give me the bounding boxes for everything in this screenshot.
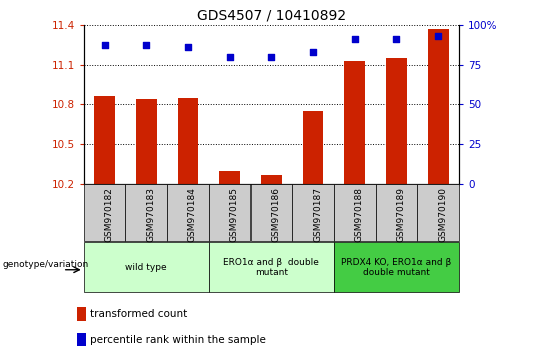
Point [142, 43, 151, 48]
Bar [345, 61, 365, 184]
Bar [84, 242, 209, 292]
Point [309, 49, 318, 55]
Text: percentile rank within the sample: percentile rank within the sample [90, 335, 266, 344]
Bar [428, 29, 449, 184]
Bar [178, 98, 198, 184]
Text: PRDX4 KO, ERO1α and β
double mutant: PRDX4 KO, ERO1α and β double mutant [341, 258, 451, 277]
Text: GSM970187: GSM970187 [313, 187, 322, 242]
Bar [94, 97, 115, 184]
Bar [84, 184, 125, 241]
Bar [302, 111, 323, 184]
Text: genotype/variation: genotype/variation [3, 260, 89, 269]
Bar [251, 184, 292, 241]
Bar [136, 99, 157, 184]
Point [350, 36, 359, 42]
Point [267, 54, 276, 59]
Point [184, 44, 192, 50]
Point [100, 43, 109, 48]
Text: GSM970189: GSM970189 [396, 187, 406, 242]
Bar [334, 242, 459, 292]
Bar [77, 307, 86, 321]
Text: ERO1α and β  double
mutant: ERO1α and β double mutant [224, 258, 319, 277]
Bar [209, 242, 334, 292]
Text: GSM970183: GSM970183 [146, 187, 156, 242]
Text: GSM970185: GSM970185 [230, 187, 239, 242]
Bar [386, 58, 407, 184]
Bar [417, 184, 459, 241]
Bar [209, 184, 251, 241]
Point [225, 54, 234, 59]
Bar [219, 171, 240, 184]
Title: GDS4507 / 10410892: GDS4507 / 10410892 [197, 8, 346, 22]
Text: GSM970188: GSM970188 [355, 187, 364, 242]
Bar [292, 184, 334, 241]
Text: GSM970182: GSM970182 [105, 187, 113, 242]
Bar [125, 184, 167, 241]
Bar [77, 333, 86, 347]
Text: GSM970184: GSM970184 [188, 187, 197, 242]
Text: GSM970190: GSM970190 [438, 187, 447, 242]
Point [434, 33, 442, 39]
Bar [261, 175, 282, 184]
Bar [376, 184, 417, 241]
Bar [167, 184, 209, 241]
Text: wild type: wild type [125, 263, 167, 272]
Text: GSM970186: GSM970186 [271, 187, 280, 242]
Text: transformed count: transformed count [90, 309, 187, 319]
Point [392, 36, 401, 42]
Bar [334, 184, 376, 241]
